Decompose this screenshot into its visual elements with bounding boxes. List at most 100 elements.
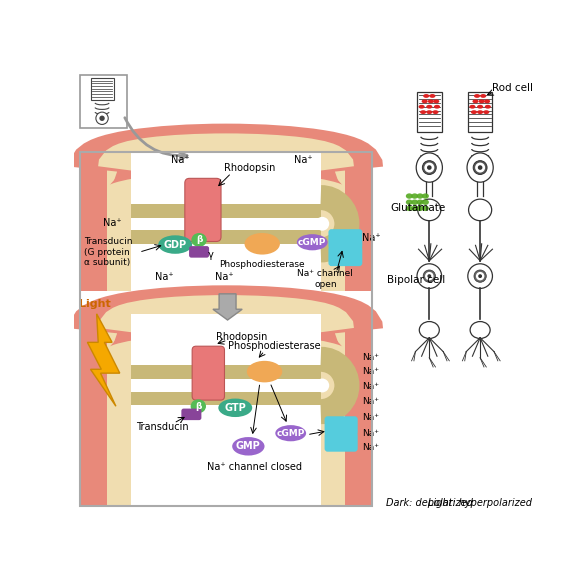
Text: Transducin
(G protein
α subunit): Transducin (G protein α subunit) (84, 237, 133, 267)
FancyArrow shape (213, 294, 242, 320)
Text: Na⁺: Na⁺ (362, 413, 379, 422)
Text: Na⁺: Na⁺ (362, 397, 379, 406)
Ellipse shape (471, 110, 477, 114)
Ellipse shape (469, 199, 492, 221)
Text: Na⁺ channel closed: Na⁺ channel closed (207, 462, 302, 471)
Bar (132, 152, 321, 291)
Text: Na⁺: Na⁺ (362, 382, 379, 391)
Ellipse shape (475, 163, 485, 172)
Text: Rod cell: Rod cell (492, 83, 534, 93)
Ellipse shape (470, 321, 490, 339)
Bar (346, 152, 372, 291)
Text: Rhodopsin: Rhodopsin (224, 163, 276, 172)
Text: Light: hyperpolarized: Light: hyperpolarized (428, 498, 532, 508)
Ellipse shape (467, 153, 493, 182)
Text: Na⁺: Na⁺ (155, 272, 174, 282)
Bar (107, 327, 132, 507)
Ellipse shape (245, 233, 280, 255)
Ellipse shape (478, 165, 482, 170)
Ellipse shape (429, 94, 436, 98)
Ellipse shape (469, 105, 475, 109)
Text: GTP: GTP (224, 403, 246, 413)
Bar (132, 217, 321, 230)
Ellipse shape (420, 110, 426, 114)
Ellipse shape (411, 206, 418, 211)
Text: Transducin: Transducin (136, 421, 189, 432)
Text: cGMP: cGMP (276, 429, 305, 438)
Ellipse shape (232, 437, 264, 455)
Text: Light: Light (79, 299, 111, 309)
Bar (80, 314, 107, 507)
Bar (132, 204, 321, 217)
FancyBboxPatch shape (189, 246, 209, 258)
Ellipse shape (468, 264, 492, 289)
Text: Rhodopsin: Rhodopsin (216, 332, 267, 342)
Text: GMP: GMP (236, 441, 261, 451)
FancyBboxPatch shape (192, 346, 224, 400)
Ellipse shape (474, 270, 486, 282)
Bar (321, 327, 346, 507)
Ellipse shape (418, 199, 441, 221)
Ellipse shape (417, 200, 424, 205)
Ellipse shape (426, 110, 432, 114)
Ellipse shape (473, 99, 478, 104)
Ellipse shape (428, 274, 431, 278)
Ellipse shape (406, 206, 413, 211)
Text: cGMP: cGMP (298, 237, 327, 247)
Ellipse shape (411, 193, 418, 199)
Ellipse shape (158, 235, 192, 254)
Ellipse shape (417, 264, 441, 289)
Ellipse shape (96, 112, 108, 124)
Ellipse shape (142, 158, 310, 180)
Text: Na⁺: Na⁺ (362, 353, 379, 362)
Bar (80, 75, 128, 128)
Ellipse shape (434, 105, 440, 109)
Bar (132, 366, 321, 380)
Text: Na⁺: Na⁺ (103, 218, 121, 228)
Ellipse shape (423, 94, 429, 98)
Text: Na⁺: Na⁺ (362, 429, 379, 438)
Ellipse shape (483, 110, 489, 114)
Ellipse shape (316, 217, 329, 231)
Text: Phosphodiesterase: Phosphodiesterase (227, 341, 320, 351)
Ellipse shape (423, 270, 436, 282)
Ellipse shape (484, 99, 490, 104)
Polygon shape (88, 314, 120, 407)
Text: Bipolar cell: Bipolar cell (387, 275, 445, 285)
Bar (132, 392, 321, 405)
Ellipse shape (417, 193, 424, 199)
Ellipse shape (142, 320, 310, 342)
Text: Na⁺: Na⁺ (362, 233, 381, 243)
Bar (80, 152, 107, 291)
Ellipse shape (477, 110, 483, 114)
Ellipse shape (424, 163, 434, 172)
Ellipse shape (422, 193, 429, 199)
Ellipse shape (480, 94, 486, 98)
Text: γ: γ (208, 250, 213, 259)
Ellipse shape (416, 153, 443, 182)
Ellipse shape (418, 105, 425, 109)
Ellipse shape (422, 160, 436, 174)
Bar (321, 165, 346, 291)
Ellipse shape (422, 200, 429, 205)
Text: Na⁺: Na⁺ (362, 443, 379, 453)
Ellipse shape (297, 234, 328, 250)
Bar (107, 165, 132, 291)
Text: β: β (196, 235, 203, 244)
Ellipse shape (477, 105, 483, 109)
FancyBboxPatch shape (185, 178, 221, 242)
Ellipse shape (425, 272, 433, 281)
FancyArrowPatch shape (125, 118, 187, 160)
Bar (132, 230, 321, 244)
Ellipse shape (406, 200, 413, 205)
Ellipse shape (476, 272, 484, 281)
Text: Phosphodiesterase: Phosphodiesterase (219, 260, 305, 269)
Ellipse shape (247, 361, 282, 382)
Ellipse shape (419, 321, 439, 339)
Ellipse shape (411, 200, 418, 205)
Ellipse shape (478, 274, 482, 278)
Ellipse shape (422, 99, 428, 104)
FancyBboxPatch shape (325, 416, 358, 435)
Bar (346, 314, 372, 507)
Ellipse shape (192, 233, 207, 247)
